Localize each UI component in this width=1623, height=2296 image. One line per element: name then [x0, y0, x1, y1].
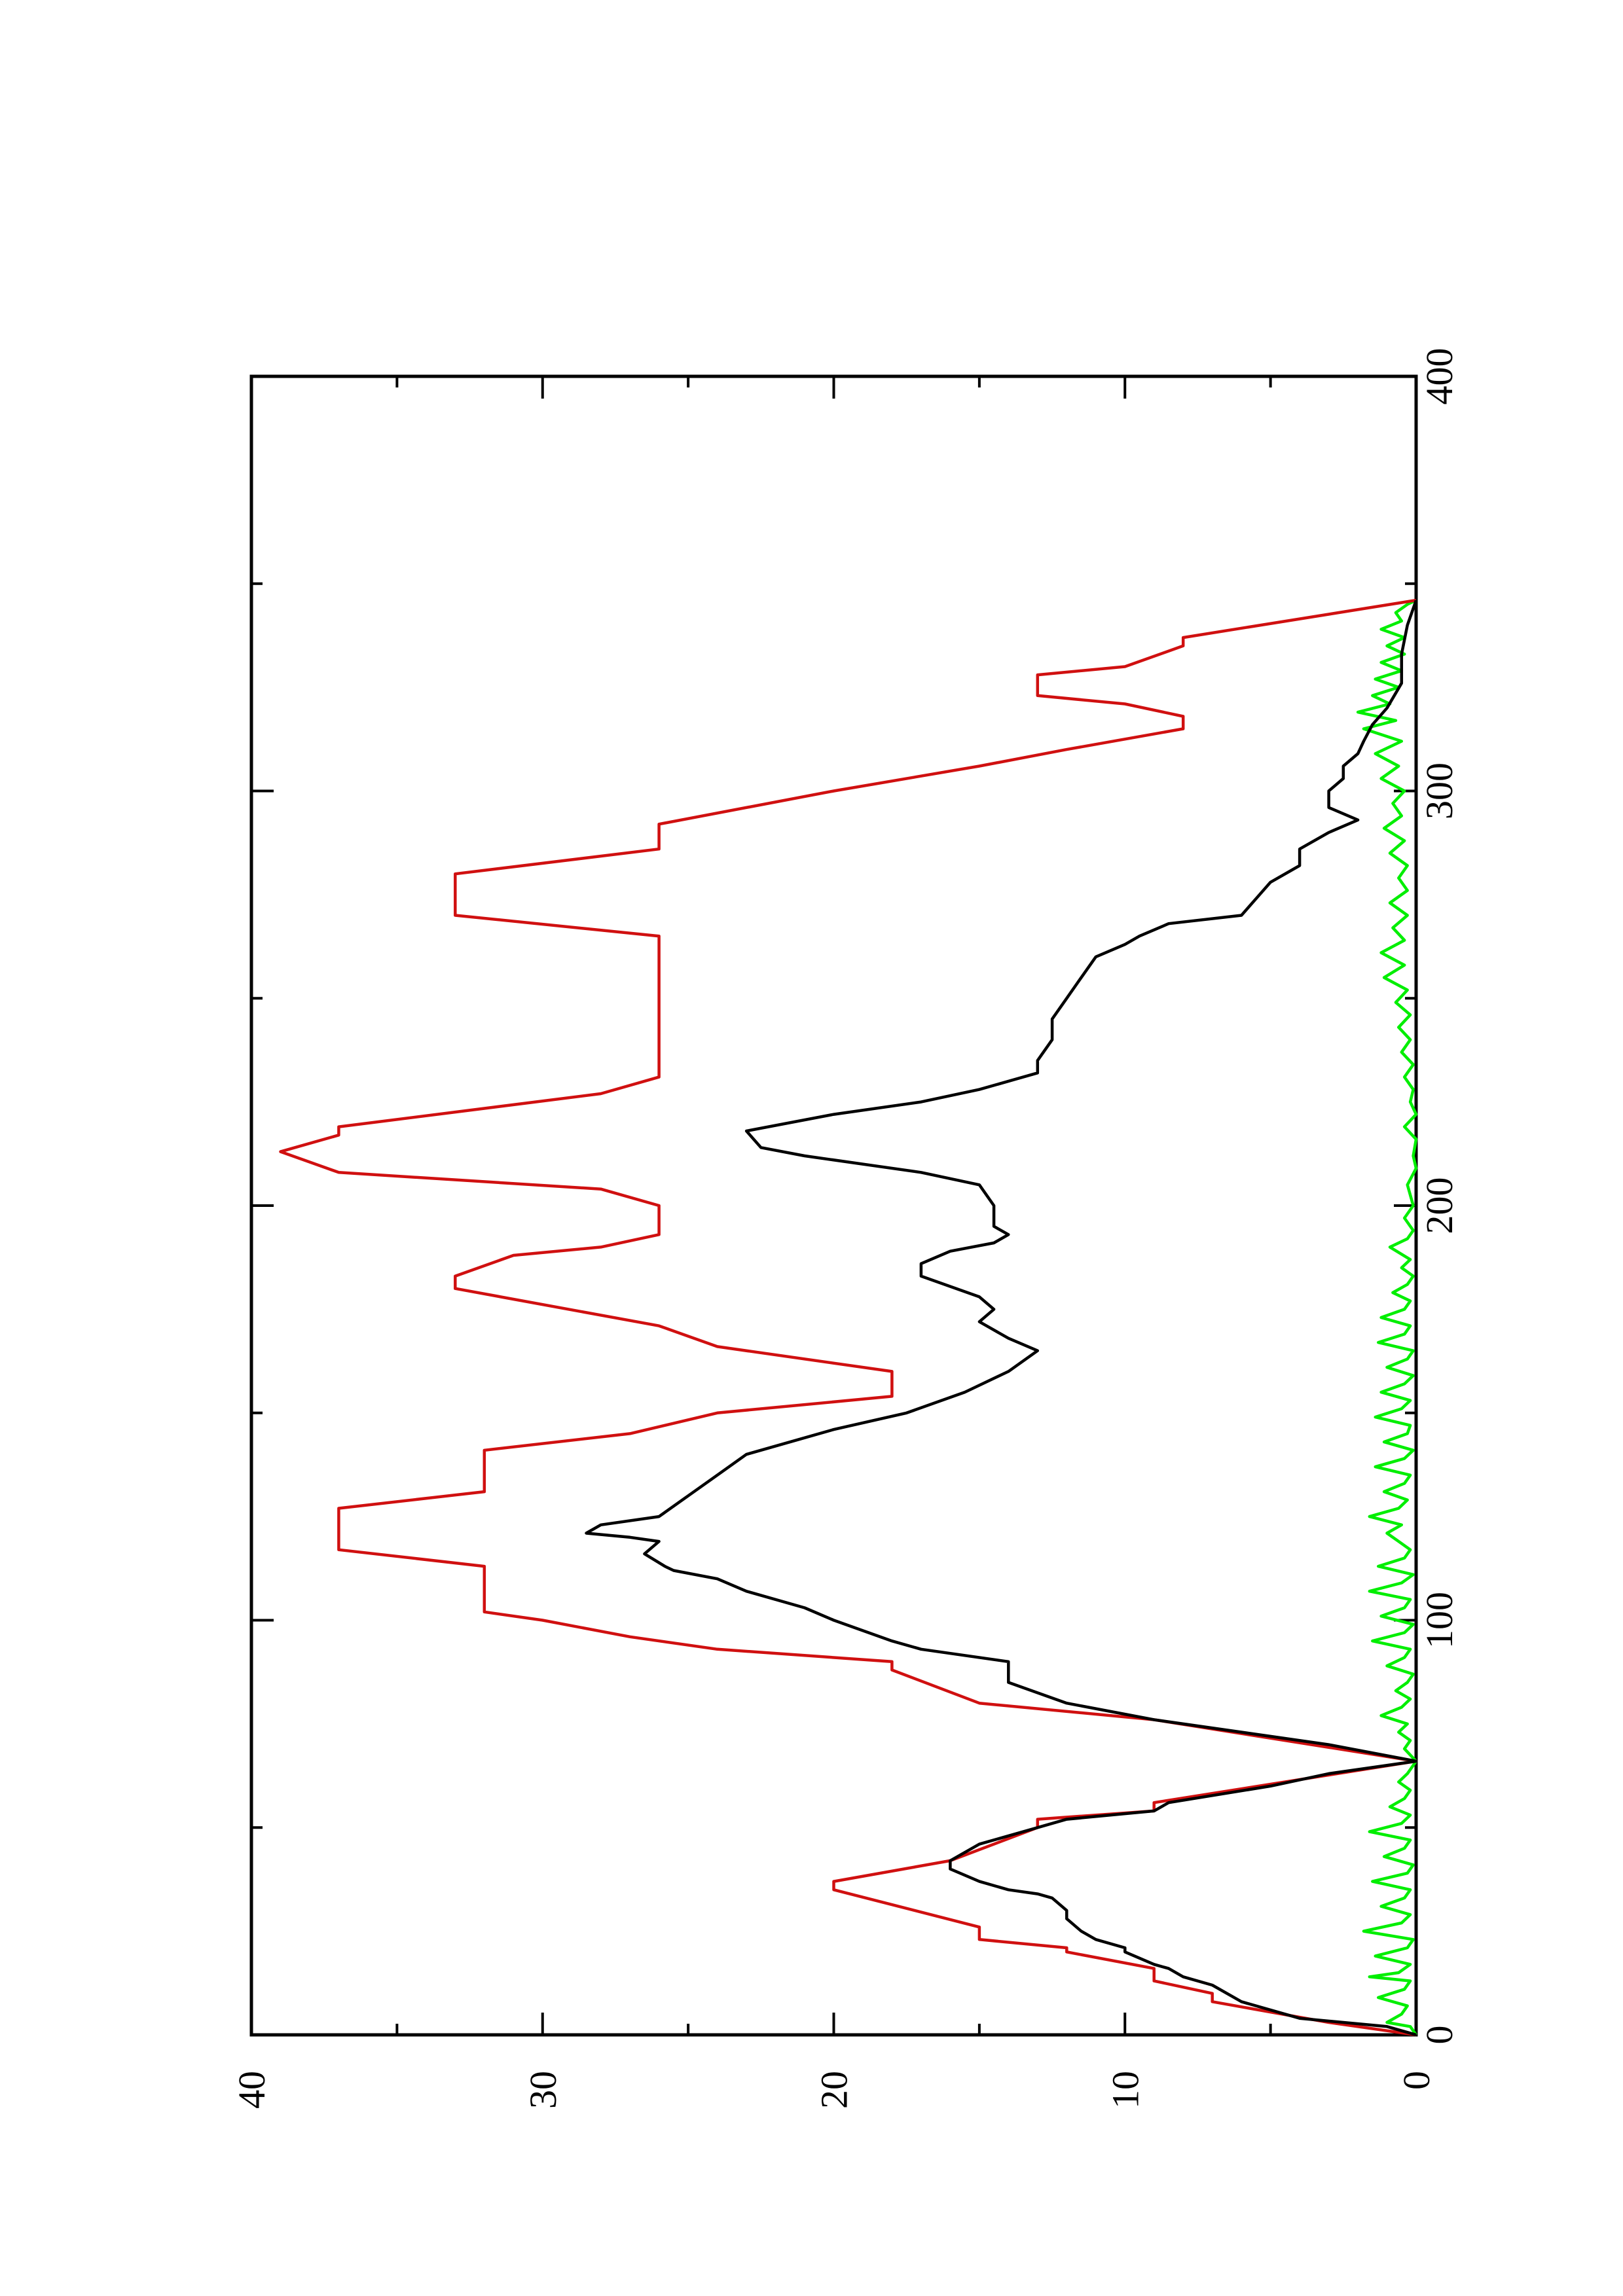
- tick-labels: 0 100 200 300 400 0 10 20 30 40: [230, 348, 1461, 2109]
- series-group: [279, 598, 1418, 2037]
- x-tick-label: 0: [1418, 2026, 1461, 2045]
- y-tick-label: 10: [1104, 2071, 1146, 2109]
- series-line-black: [585, 600, 1418, 2037]
- y-tick-label: 40: [230, 2071, 273, 2109]
- axis-ticks: [250, 375, 1417, 2036]
- x-tick-label: 200: [1418, 1177, 1461, 1234]
- x-tick-label: 300: [1418, 762, 1461, 819]
- x-tick-label: 400: [1418, 348, 1461, 405]
- y-tick-label: 20: [813, 2071, 856, 2109]
- y-tick-label: 30: [522, 2071, 564, 2109]
- series-line-green: [1356, 599, 1418, 2036]
- plot-frame: [249, 374, 1418, 2037]
- series-line-red: [279, 598, 1418, 2037]
- y-tick-label: 0: [1395, 2071, 1438, 2090]
- x-tick-label: 100: [1418, 1592, 1461, 1649]
